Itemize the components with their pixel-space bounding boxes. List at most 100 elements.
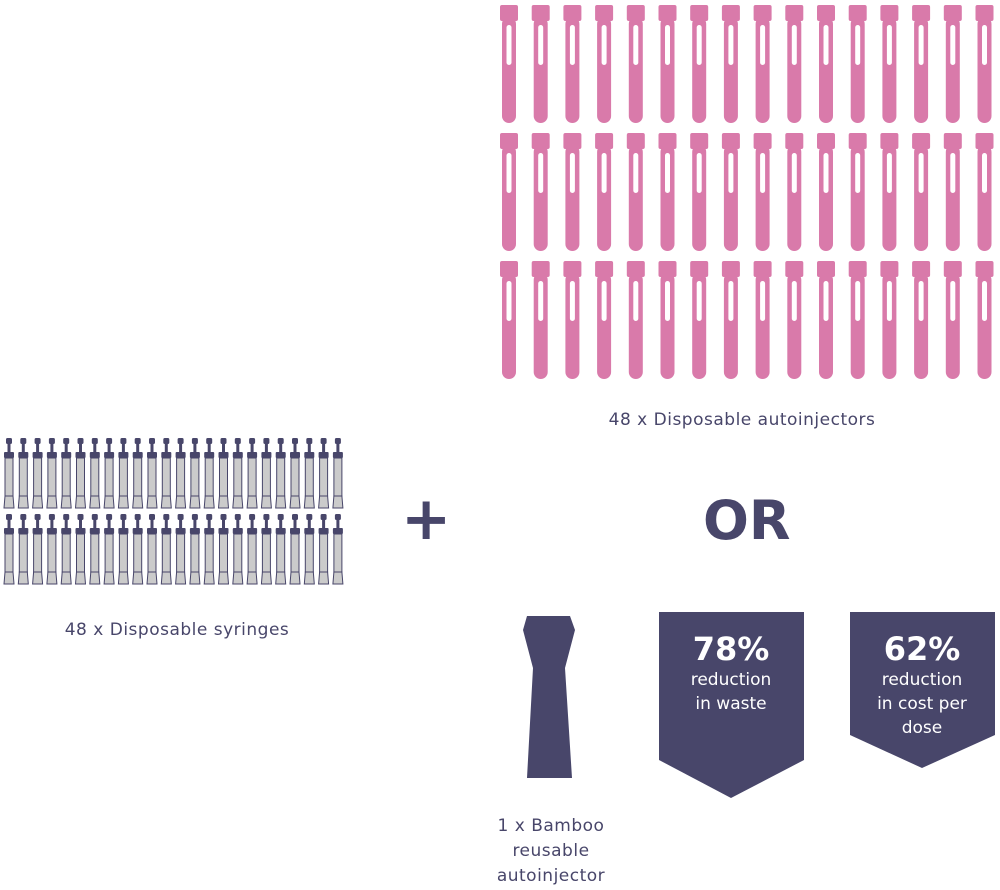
- syringes-label: 48 x Disposable syringes: [64, 620, 290, 640]
- syringe-icon: [17, 514, 29, 585]
- syringe-icon: [60, 514, 72, 585]
- autoinjector-icon: [817, 133, 835, 251]
- autoinjector-icon: [848, 261, 867, 379]
- reusable-label-line: 1 x Bamboo: [497, 816, 605, 836]
- or-text: OR: [703, 489, 791, 552]
- autoinjector-icon: [563, 5, 582, 123]
- syringe-icon: [46, 438, 58, 509]
- autoinjector-icon: [785, 261, 804, 379]
- syringe-icon: [89, 438, 101, 509]
- syringe-icon: [32, 514, 44, 585]
- syringe-icon: [318, 514, 330, 585]
- autoinjector-icon: [690, 133, 709, 251]
- syringe-icon: [332, 438, 344, 509]
- autoinjector-icon: [626, 5, 645, 123]
- syringe-icon: [275, 514, 287, 585]
- autoinjector-icon: [626, 133, 645, 251]
- reusable-label-line: reusable: [512, 841, 590, 861]
- autoinjector-icon: [500, 5, 518, 123]
- autoinjector-icon: [658, 261, 677, 379]
- syringe-icon: [332, 514, 344, 585]
- syringe-icon: [132, 438, 144, 509]
- syringe-icon: [217, 438, 230, 509]
- syringe-icon: [260, 438, 272, 509]
- syringe-icon: [17, 438, 29, 509]
- cost-desc-line: in cost per: [877, 694, 967, 714]
- autoinjector-icon: [658, 5, 677, 123]
- autoinjector-icon: [975, 261, 994, 379]
- syringe-icon: [303, 514, 315, 585]
- autoinjector-icon: [753, 5, 772, 123]
- autoinjector-icon: [753, 133, 772, 251]
- cost-badge: 62% reduction in cost per dose: [849, 630, 995, 740]
- autoinjector-icon: [563, 261, 582, 379]
- autoinjector-icon: [595, 5, 614, 123]
- autoinjector-icon: [563, 133, 582, 251]
- waste-percent: 78%: [692, 630, 770, 668]
- syringe-icon: [74, 514, 87, 585]
- autoinjector-icon: [626, 261, 645, 379]
- syringe-icon: [132, 514, 144, 585]
- autoinjector-icon: [785, 5, 804, 123]
- syringe-icon: [103, 514, 115, 585]
- syringe-icon: [289, 514, 301, 585]
- autoinjector-grid: [500, 5, 994, 379]
- reusable-label: 1 x Bamboo reusable autoinjector: [497, 814, 605, 889]
- autoinjectors-label: 48 x Disposable autoinjectors: [608, 410, 876, 430]
- syringe-icon: [3, 438, 15, 509]
- cost-percent: 62%: [883, 630, 961, 668]
- cost-badge-shape: [850, 612, 995, 768]
- autoinjector-icon: [500, 133, 518, 251]
- syringe-icon: [260, 514, 272, 585]
- syringe-icon: [217, 514, 230, 585]
- syringe-icon: [289, 438, 301, 509]
- autoinjector-icon: [880, 133, 899, 251]
- syringe-icon: [160, 514, 172, 585]
- reusable-label-line: autoinjector: [496, 866, 606, 886]
- autoinjector-icon: [531, 133, 550, 251]
- autoinjector-icon: [912, 261, 931, 379]
- syringe-icon: [146, 438, 158, 509]
- syringe-icon: [232, 514, 244, 585]
- autoinjector-icon: [690, 5, 709, 123]
- cost-desc-line: reduction: [881, 670, 963, 690]
- syringe-icon: [60, 438, 72, 509]
- autoinjector-icon: [785, 133, 804, 251]
- autoinjector-icon: [848, 5, 867, 123]
- syringe-grid: [3, 438, 344, 585]
- syringe-icon: [189, 514, 201, 585]
- autoinjector-icon: [848, 133, 867, 251]
- syringe-icon: [46, 514, 58, 585]
- autoinjector-icon: [975, 5, 994, 123]
- waste-badge: 78% reduction in waste: [658, 630, 804, 716]
- waste-badge-shape: [659, 612, 804, 798]
- syringe-icon: [275, 438, 287, 509]
- autoinjector-icon: [500, 261, 518, 379]
- autoinjector-icon: [880, 5, 899, 123]
- syringe-icon: [146, 514, 158, 585]
- autoinjector-icon: [721, 133, 740, 251]
- syringe-icon: [74, 438, 87, 509]
- syringe-icon: [246, 514, 258, 585]
- syringe-icon: [189, 438, 201, 509]
- autoinjector-icon: [595, 133, 614, 251]
- autoinjector-icon: [943, 133, 962, 251]
- syringe-icon: [246, 438, 258, 509]
- autoinjector-icon: [595, 261, 614, 379]
- reusable-autoinjector-icon: [523, 616, 575, 778]
- syringe-icon: [175, 514, 187, 585]
- syringe-icon: [117, 514, 129, 585]
- plus-symbol: +: [401, 484, 452, 554]
- autoinjector-icon: [880, 261, 899, 379]
- autoinjector-icon: [912, 133, 931, 251]
- syringe-icon: [3, 514, 15, 585]
- syringe-icon: [232, 438, 244, 509]
- autoinjector-icon: [690, 261, 709, 379]
- autoinjector-icon: [531, 261, 550, 379]
- autoinjector-icon: [753, 261, 772, 379]
- syringe-icon: [175, 438, 187, 509]
- syringe-icon: [32, 438, 44, 509]
- cost-desc-line: dose: [901, 718, 943, 738]
- autoinjector-icon: [817, 261, 835, 379]
